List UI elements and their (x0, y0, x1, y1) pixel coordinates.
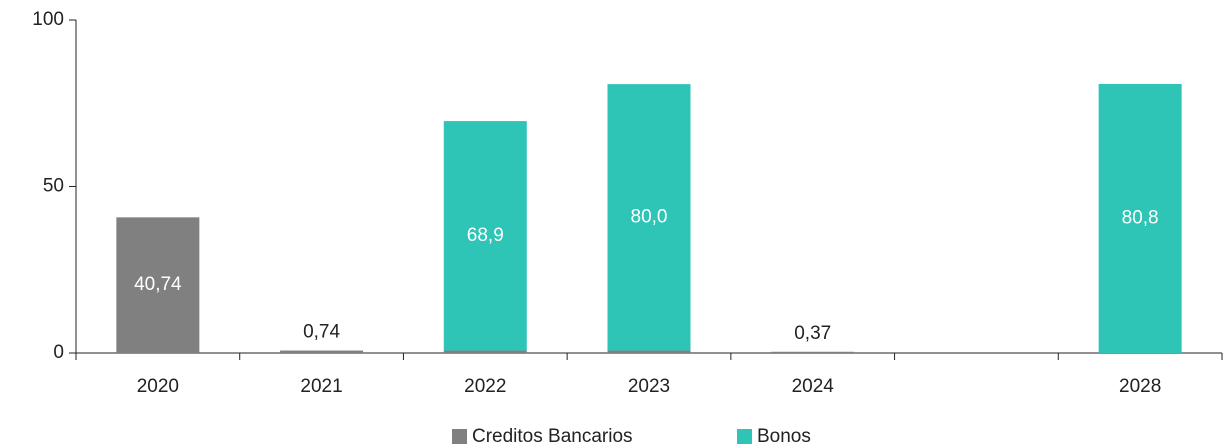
legend-label: Bonos (757, 426, 811, 445)
data-label: 80,8 (1122, 207, 1159, 228)
x-tick-label: 2024 (792, 376, 835, 397)
data-label: 0,37 (794, 323, 831, 344)
bar-segment (1098, 83, 1182, 353)
bar-segment (443, 350, 527, 353)
legend-label: Creditos Bancarios (472, 426, 633, 445)
y-tick-label: 50 (43, 176, 64, 197)
x-tick-label: 2028 (1119, 376, 1161, 397)
data-label: 80,0 (631, 206, 668, 227)
legend-swatch (452, 429, 467, 444)
bar-segment (607, 84, 691, 351)
data-label: 68,9 (467, 225, 504, 246)
y-tick-label: 100 (32, 9, 64, 30)
bar-segment (771, 351, 855, 353)
x-tick-label: 2023 (628, 376, 670, 397)
data-label: 0,74 (303, 322, 340, 343)
x-tick-label: 2021 (300, 376, 342, 397)
bar-segment (443, 121, 527, 351)
x-tick-label: 2022 (464, 376, 506, 397)
bar-segment (607, 350, 691, 353)
y-tick-label: 0 (53, 342, 64, 363)
bar-segment (280, 350, 364, 353)
x-tick-label: 2020 (137, 376, 179, 397)
bar-segment (116, 217, 200, 353)
legend-swatch (737, 429, 752, 444)
data-label: 40,74 (134, 274, 182, 295)
